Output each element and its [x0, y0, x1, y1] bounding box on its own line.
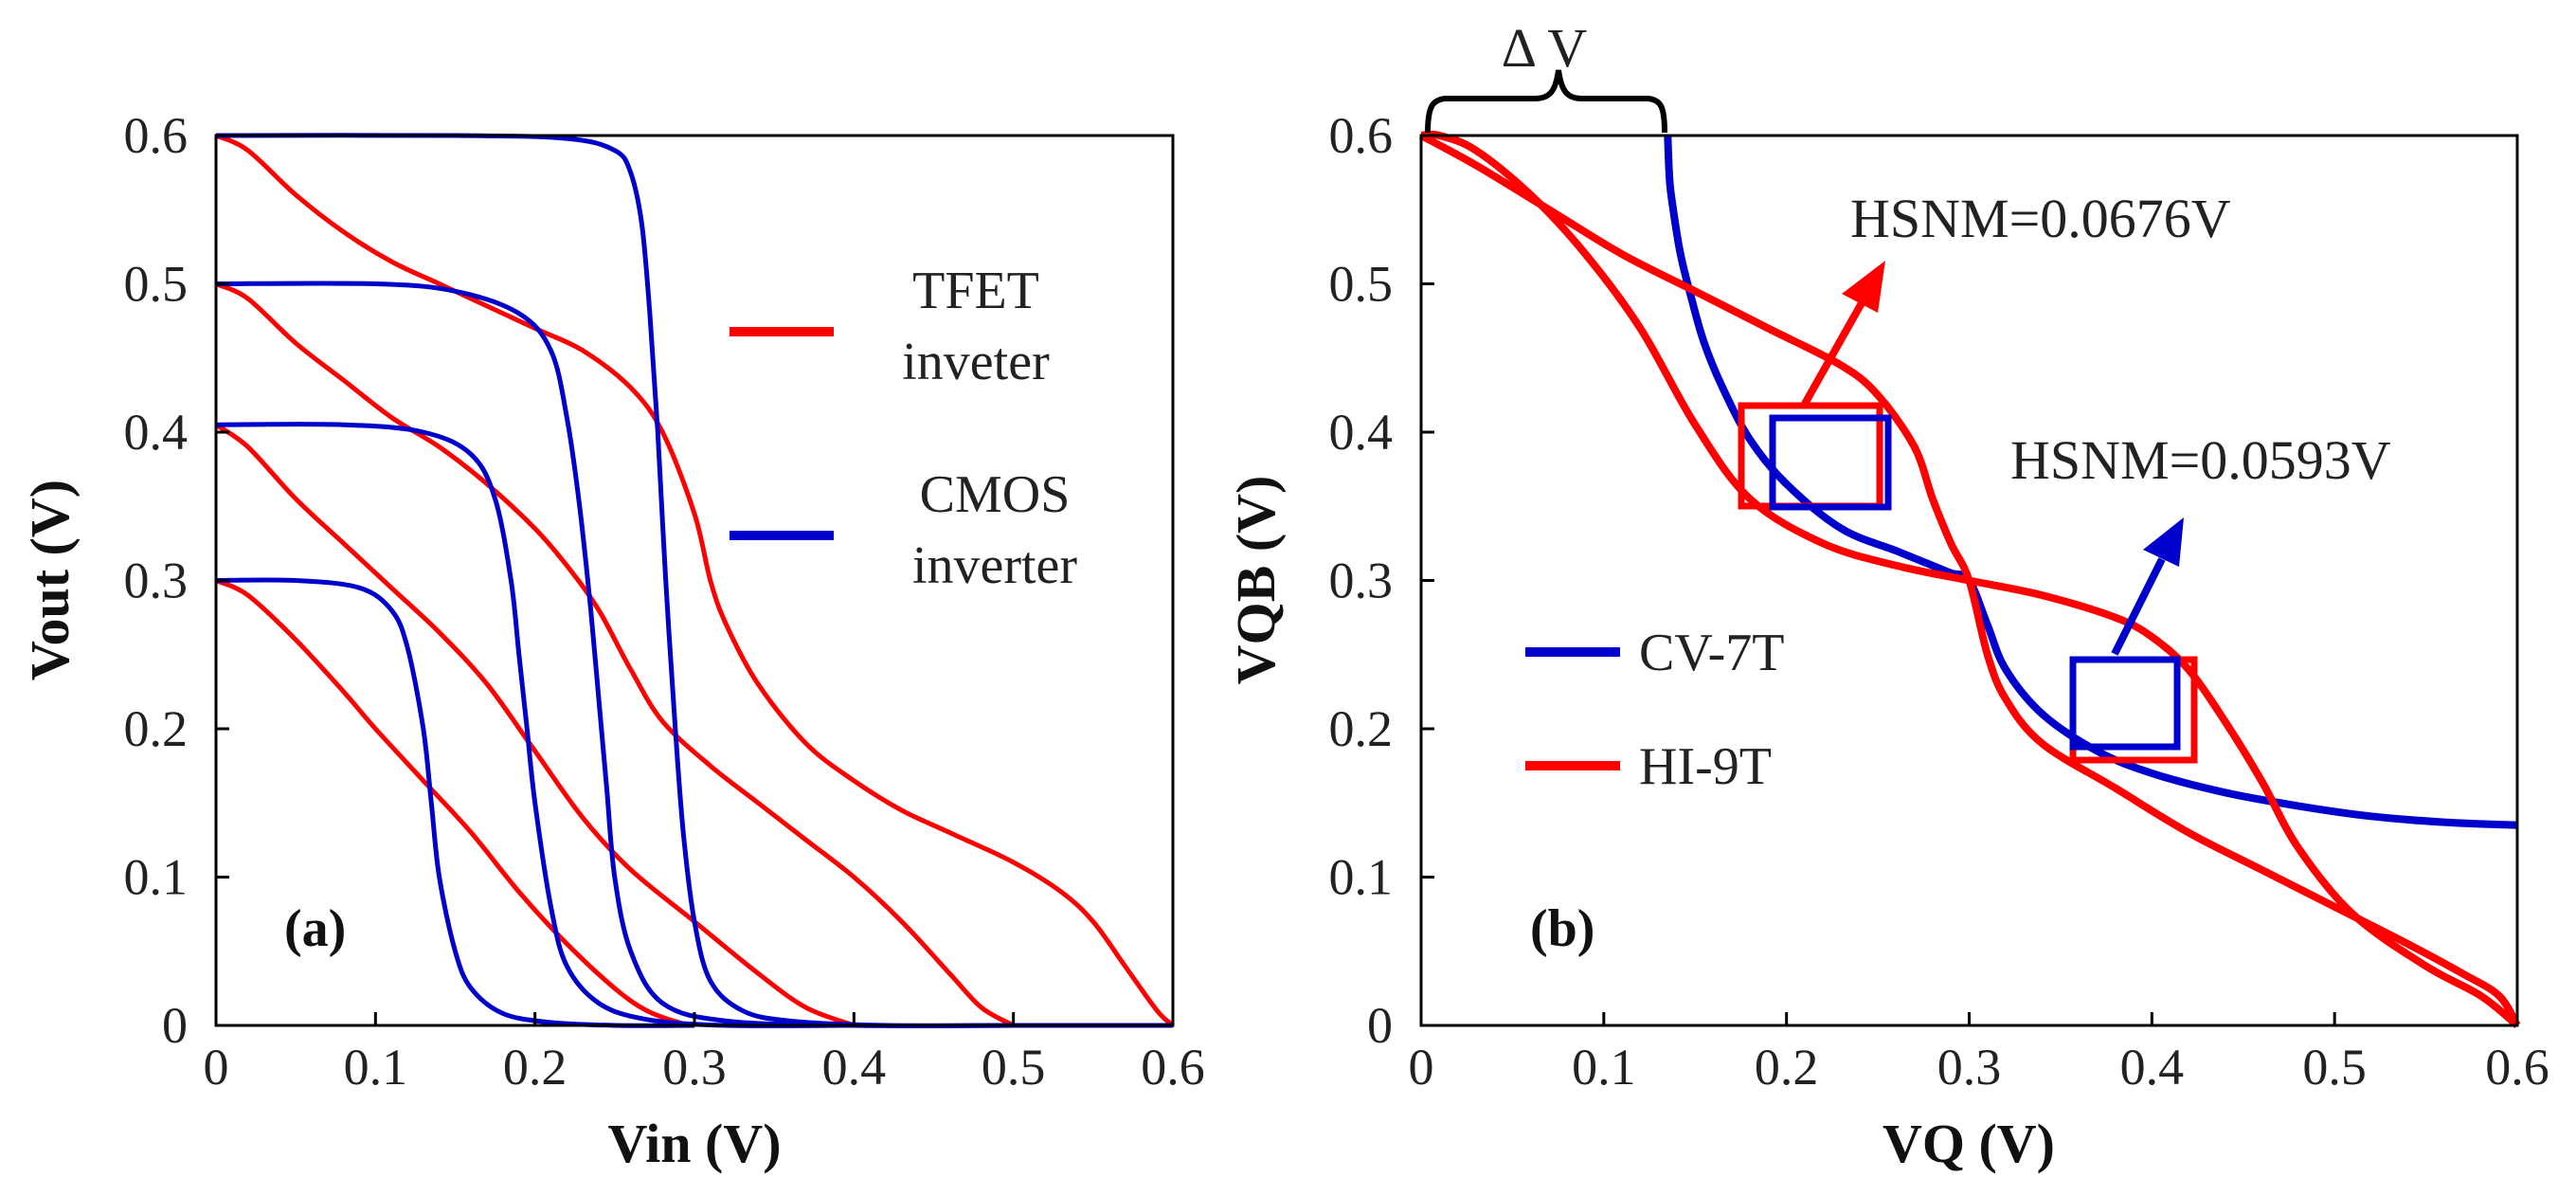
panel-b-y-tick-label: 0.4 [1329, 404, 1394, 461]
legend-label-hi9t: HI-9T [1639, 737, 1772, 796]
legend-label-tfet-line1: TFET [912, 262, 1039, 320]
panel-b-x-tick-label: 0 [1409, 1039, 1434, 1096]
panel-b-legend: CV-7T HI-9T [1525, 624, 1785, 796]
panel-a-y-axis-title: Vout (V) [19, 480, 81, 680]
panel-b-series-line [1664, 135, 2518, 829]
panel-b-x-axis-title: VQ (V) [1882, 1113, 2055, 1174]
panel-a-chart: 0 0.1 0.2 0.3 0.4 0.5 0.6 0 0.1 0.2 0.3 0.4 0.5 0.6 V… [19, 107, 1205, 1174]
panel-b-ticks: 0 0.1 0.2 0.3 0.4 0.5 0.6 0 0.1 0.2 0.3 0.4 0.5 0.6 [1329, 107, 2549, 1096]
panel-a-x-tick-label: 0.1 [344, 1039, 408, 1096]
legend-label-tfet-line2: inveter [902, 333, 1050, 391]
hsnm-arrow-red-shaft [1801, 299, 1866, 406]
hsnm-square-blue-lower [2069, 656, 2181, 751]
panel-b-y-axis-title: VQB (V) [1225, 476, 1287, 685]
panel-a-x-tick-label: 0.3 [662, 1039, 727, 1096]
delta-v-label: Δ V [1502, 17, 1588, 79]
panel-a-series-line [215, 281, 1014, 1028]
panel-b-x-tick-label: 0.5 [2302, 1039, 2367, 1096]
panel-b-chart: 0 0.1 0.2 0.3 0.4 0.5 0.6 0 0.1 0.2 0.3 0.4 0.5 0.6 V… [1225, 17, 2549, 1174]
panel-b-series-line [1420, 130, 2520, 1029]
panel-b-y-tick-label: 0.1 [1329, 849, 1394, 906]
panel-a-label: (a) [284, 899, 346, 958]
panel-b-x-tick-label: 0.2 [1755, 1039, 1819, 1096]
panel-b-y-tick-label: 0.5 [1329, 256, 1394, 313]
panel-a-y-tick-label: 0.2 [124, 700, 189, 757]
panel-a-series-line [215, 422, 855, 1028]
hsnm-annotation-lower: HSNM=0.0593V [2010, 429, 2391, 491]
hsnm-arrow-blue-shaft [2111, 557, 2166, 656]
panel-a-x-axis-title: Vin (V) [607, 1113, 781, 1174]
panel-a-y-tick-label: 0 [162, 997, 188, 1054]
panel-b-label: (b) [1530, 899, 1594, 958]
delta-v-brace [1425, 69, 1667, 134]
panel-a-x-tick-label: 0.6 [1141, 1039, 1205, 1096]
panel-a-y-tick-label: 0.3 [124, 553, 189, 609]
panel-b-y-tick-label: 0.3 [1329, 553, 1394, 609]
panel-a-series-line [215, 133, 1173, 1028]
panel-b-x-tick-label: 0.1 [1572, 1039, 1636, 1096]
panel-a-series-line [214, 423, 856, 1028]
panel-b-y-tick-label: 0 [1367, 997, 1393, 1054]
panel-a-series-line [215, 577, 695, 1028]
legend-label-cmos-line1: CMOS [920, 465, 1071, 524]
panel-a-legend: TFET inveter CMOS inverter [730, 262, 1077, 595]
panel-b-x-tick-label: 0.4 [2120, 1039, 2185, 1096]
panel-a-y-tick-label: 0.6 [124, 107, 189, 164]
panel-a-y-tick-label: 0.4 [124, 404, 189, 461]
panel-a-y-tick-label: 0.5 [124, 256, 189, 313]
panel-a-series-line [214, 281, 1015, 1028]
hsnm-annotation-upper: HSNM=0.0676V [1850, 188, 2231, 249]
panel-b-y-tick-label: 0.2 [1329, 700, 1394, 757]
panel-a-series-line [214, 133, 1175, 1027]
panel-a-ticks: 0 0.1 0.2 0.3 0.4 0.5 0.6 0 0.1 0.2 0.3 0.4 0.5 0.6 [124, 107, 1205, 1096]
panel-a-x-tick-label: 0.2 [503, 1039, 567, 1096]
hsnm-arrow-blue-head [2143, 517, 2184, 567]
hsnm-arrow-red-head [1842, 261, 1885, 313]
panel-b-curves [1419, 130, 2521, 1029]
legend-label-cv7t: CV-7T [1639, 624, 1785, 682]
panel-a-x-tick-label: 0.5 [982, 1039, 1046, 1096]
panel-a-curves [214, 133, 1175, 1028]
hsnm-square-blue-upper [1769, 414, 1892, 511]
panel-b-x-tick-label: 0.6 [2485, 1039, 2549, 1096]
panel-a-y-tick-label: 0.1 [124, 849, 189, 906]
panel-a-x-tick-label: 0.4 [822, 1039, 887, 1096]
legend-label-cmos-line2: inverter [912, 536, 1077, 595]
panel-b-x-tick-label: 0.3 [1937, 1039, 2002, 1096]
panel-b-y-tick-label: 0.6 [1329, 107, 1394, 164]
panel-a-x-tick-label: 0 [204, 1039, 229, 1096]
panel-a-series-line [214, 578, 695, 1028]
